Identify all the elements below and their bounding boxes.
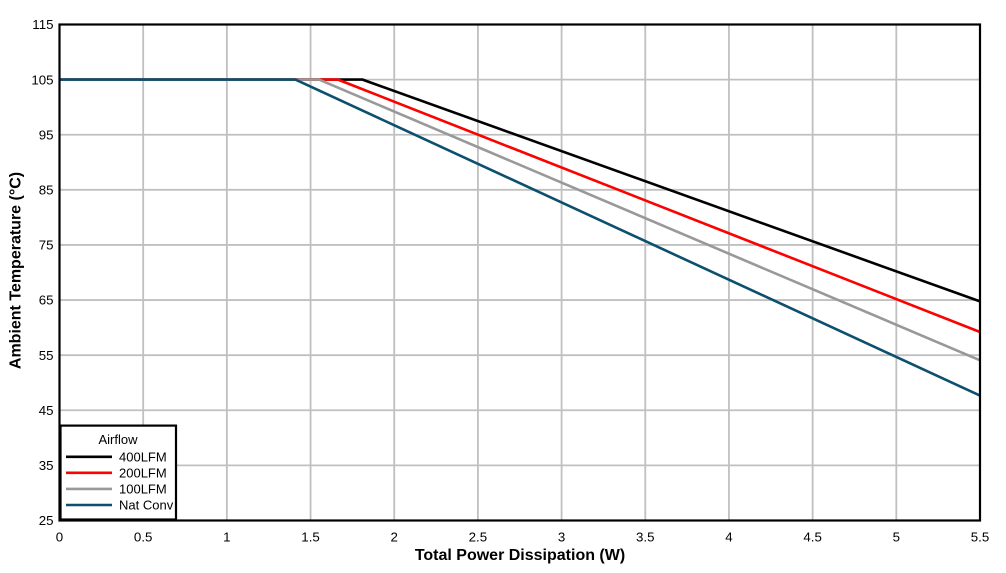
svg-text:1.5: 1.5	[301, 530, 320, 545]
svg-text:95: 95	[39, 127, 54, 142]
svg-text:0.5: 0.5	[134, 530, 153, 545]
svg-text:Nat Conv: Nat Conv	[119, 498, 174, 513]
svg-text:35: 35	[39, 458, 54, 473]
svg-text:3.5: 3.5	[636, 530, 655, 545]
svg-text:3: 3	[558, 530, 565, 545]
svg-text:75: 75	[39, 238, 54, 253]
svg-text:2.5: 2.5	[469, 530, 488, 545]
svg-text:85: 85	[39, 183, 54, 198]
svg-text:45: 45	[39, 403, 54, 418]
svg-text:55: 55	[39, 348, 54, 363]
svg-text:Total Power Dissipation (W): Total Power Dissipation (W)	[415, 547, 625, 564]
svg-text:25: 25	[39, 513, 54, 528]
svg-text:105: 105	[31, 72, 53, 87]
svg-text:1: 1	[223, 530, 230, 545]
svg-text:Ambient Temperature (°C): Ambient Temperature (°C)	[7, 172, 24, 369]
svg-text:5.5: 5.5	[971, 530, 990, 545]
svg-text:100LFM: 100LFM	[119, 482, 167, 497]
svg-text:4: 4	[725, 530, 732, 545]
svg-text:65: 65	[39, 293, 54, 308]
svg-text:Airflow: Airflow	[98, 432, 138, 447]
svg-text:5: 5	[893, 530, 900, 545]
svg-text:400LFM: 400LFM	[119, 450, 167, 465]
svg-text:4.5: 4.5	[803, 530, 822, 545]
svg-text:200LFM: 200LFM	[119, 466, 167, 481]
svg-text:2: 2	[391, 530, 398, 545]
svg-text:115: 115	[32, 17, 53, 32]
svg-text:0: 0	[56, 530, 63, 545]
